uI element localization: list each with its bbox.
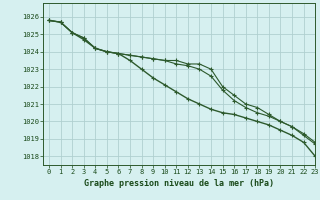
- X-axis label: Graphe pression niveau de la mer (hPa): Graphe pression niveau de la mer (hPa): [84, 179, 274, 188]
